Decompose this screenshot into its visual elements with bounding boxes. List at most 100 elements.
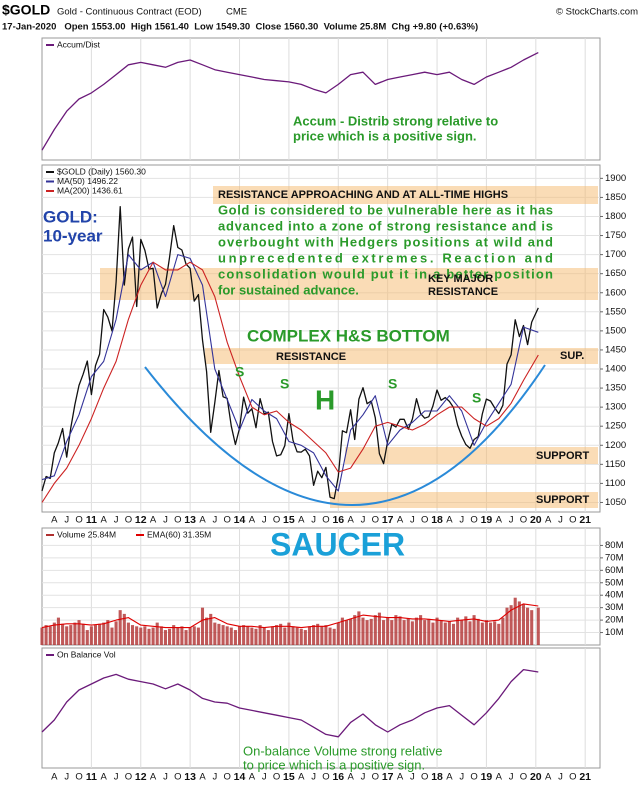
annotation: price which is a positive sign.	[293, 128, 477, 143]
x-tick-label: J	[64, 515, 69, 526]
volume-bar	[110, 627, 114, 645]
panel	[41, 647, 601, 769]
x-tick-label: A	[496, 515, 503, 526]
annotation: COMPLEX H&S BOTTOM	[247, 326, 450, 345]
volume-bar	[270, 626, 275, 645]
annotation: RESISTANCE	[276, 351, 346, 363]
x-tick-label: 19	[481, 514, 493, 526]
volume-bar	[77, 620, 81, 645]
volume-bar	[114, 621, 118, 645]
x-tick-label: 11	[86, 771, 97, 783]
volume-bar	[130, 625, 135, 645]
volume-bar	[48, 626, 52, 645]
volume-bar	[180, 626, 184, 645]
volume-bar	[386, 617, 390, 645]
volume-bar	[320, 626, 324, 645]
x-tick-label: J	[410, 515, 415, 526]
volume-bar	[357, 611, 361, 645]
annotation: Gold is considered to be vulnerable here…	[218, 202, 553, 217]
annotation: S	[388, 376, 397, 392]
volume-bar	[200, 607, 205, 645]
volume-bar	[73, 622, 77, 645]
y-tick-label: 1550	[605, 306, 626, 317]
volume-bar	[451, 623, 456, 645]
x-tick-label: 17	[382, 514, 394, 526]
x-tick-label: A	[150, 772, 157, 783]
series-line	[41, 254, 539, 492]
x-tick-label: O	[421, 772, 428, 783]
x-tick-label: J	[114, 515, 119, 526]
x-tick-label: 16	[332, 514, 344, 526]
annotation: for sustained advance.	[218, 282, 359, 297]
x-tick-label: O	[322, 772, 329, 783]
legend-label: EMA(60) 31.35M	[147, 529, 211, 539]
volume-bar	[233, 630, 237, 645]
volume-bar	[205, 617, 209, 645]
volume-bar	[106, 620, 110, 645]
volume-bar	[250, 627, 254, 645]
x-tick-label: A	[545, 772, 552, 783]
instrument-name: Gold - Continuous Contract (EOD)	[57, 7, 202, 18]
volume-bar	[147, 628, 151, 645]
volume-bar	[340, 617, 344, 645]
y-tick-label: 50M	[605, 577, 624, 588]
volume-bar	[52, 622, 56, 645]
x-tick-label: J	[459, 515, 464, 526]
annotation: SUP.	[560, 350, 584, 362]
x-tick-label: O	[75, 772, 82, 783]
volume-bar	[221, 625, 225, 645]
x-tick-label: A	[347, 772, 354, 783]
volume-bar	[373, 615, 377, 645]
x-tick-label: 21	[579, 771, 591, 783]
volume-bar	[419, 615, 423, 645]
volume-bar	[159, 626, 163, 645]
annotation: unprecedented extremes. Reaction and	[218, 250, 553, 265]
x-tick-label: J	[459, 772, 464, 783]
x-tick-label: 20	[530, 514, 542, 526]
x-tick-label: O	[520, 772, 527, 783]
x-tick-label: J	[361, 515, 366, 526]
y-tick-label: 30M	[605, 602, 624, 613]
legend-label: Accum/Dist	[57, 39, 101, 49]
x-tick-label: A	[249, 515, 256, 526]
x-tick-label: J	[163, 772, 168, 783]
volume-bar	[299, 628, 303, 645]
volume-bar	[258, 625, 262, 645]
volume-bar	[225, 626, 229, 645]
volume-bar	[237, 626, 242, 645]
x-tick-label: A	[298, 772, 305, 783]
volume-bar	[143, 626, 147, 645]
volume-bar	[98, 623, 102, 645]
volume-bar	[307, 626, 312, 645]
x-tick-label: 14	[234, 771, 246, 783]
x-tick-label: O	[372, 772, 379, 783]
x-tick-label: O	[223, 515, 230, 526]
x-tick-label: A	[446, 515, 453, 526]
volume-bar	[246, 626, 250, 645]
volume-bar	[521, 603, 526, 645]
zone	[100, 268, 598, 300]
x-tick-label: O	[273, 515, 280, 526]
saucer-curve	[144, 364, 546, 506]
x-tick-label: 12	[135, 771, 147, 783]
x-tick-label: A	[496, 772, 503, 783]
y-tick-label: 1200	[605, 440, 626, 451]
x-tick-label: O	[223, 772, 230, 783]
y-tick-label: 80M	[605, 540, 624, 551]
volume-bar	[349, 618, 353, 645]
annotation: On-balance Volume strong relative	[243, 743, 442, 758]
x-tick-label: A	[199, 772, 206, 783]
x-tick-label: J	[558, 515, 563, 526]
volume-bar	[295, 627, 299, 645]
y-tick-label: 20M	[605, 615, 624, 626]
symbol: $GOLD	[2, 2, 50, 18]
series-line	[41, 261, 539, 503]
volume-bar	[229, 627, 233, 645]
volume-bar	[423, 620, 427, 645]
x-tick-label: 19	[481, 771, 493, 783]
annotation: S	[280, 376, 289, 392]
volume-bar	[213, 622, 217, 645]
source: © StockCharts.com	[556, 7, 638, 18]
x-tick-label: O	[125, 772, 132, 783]
volume-bar	[390, 620, 394, 645]
